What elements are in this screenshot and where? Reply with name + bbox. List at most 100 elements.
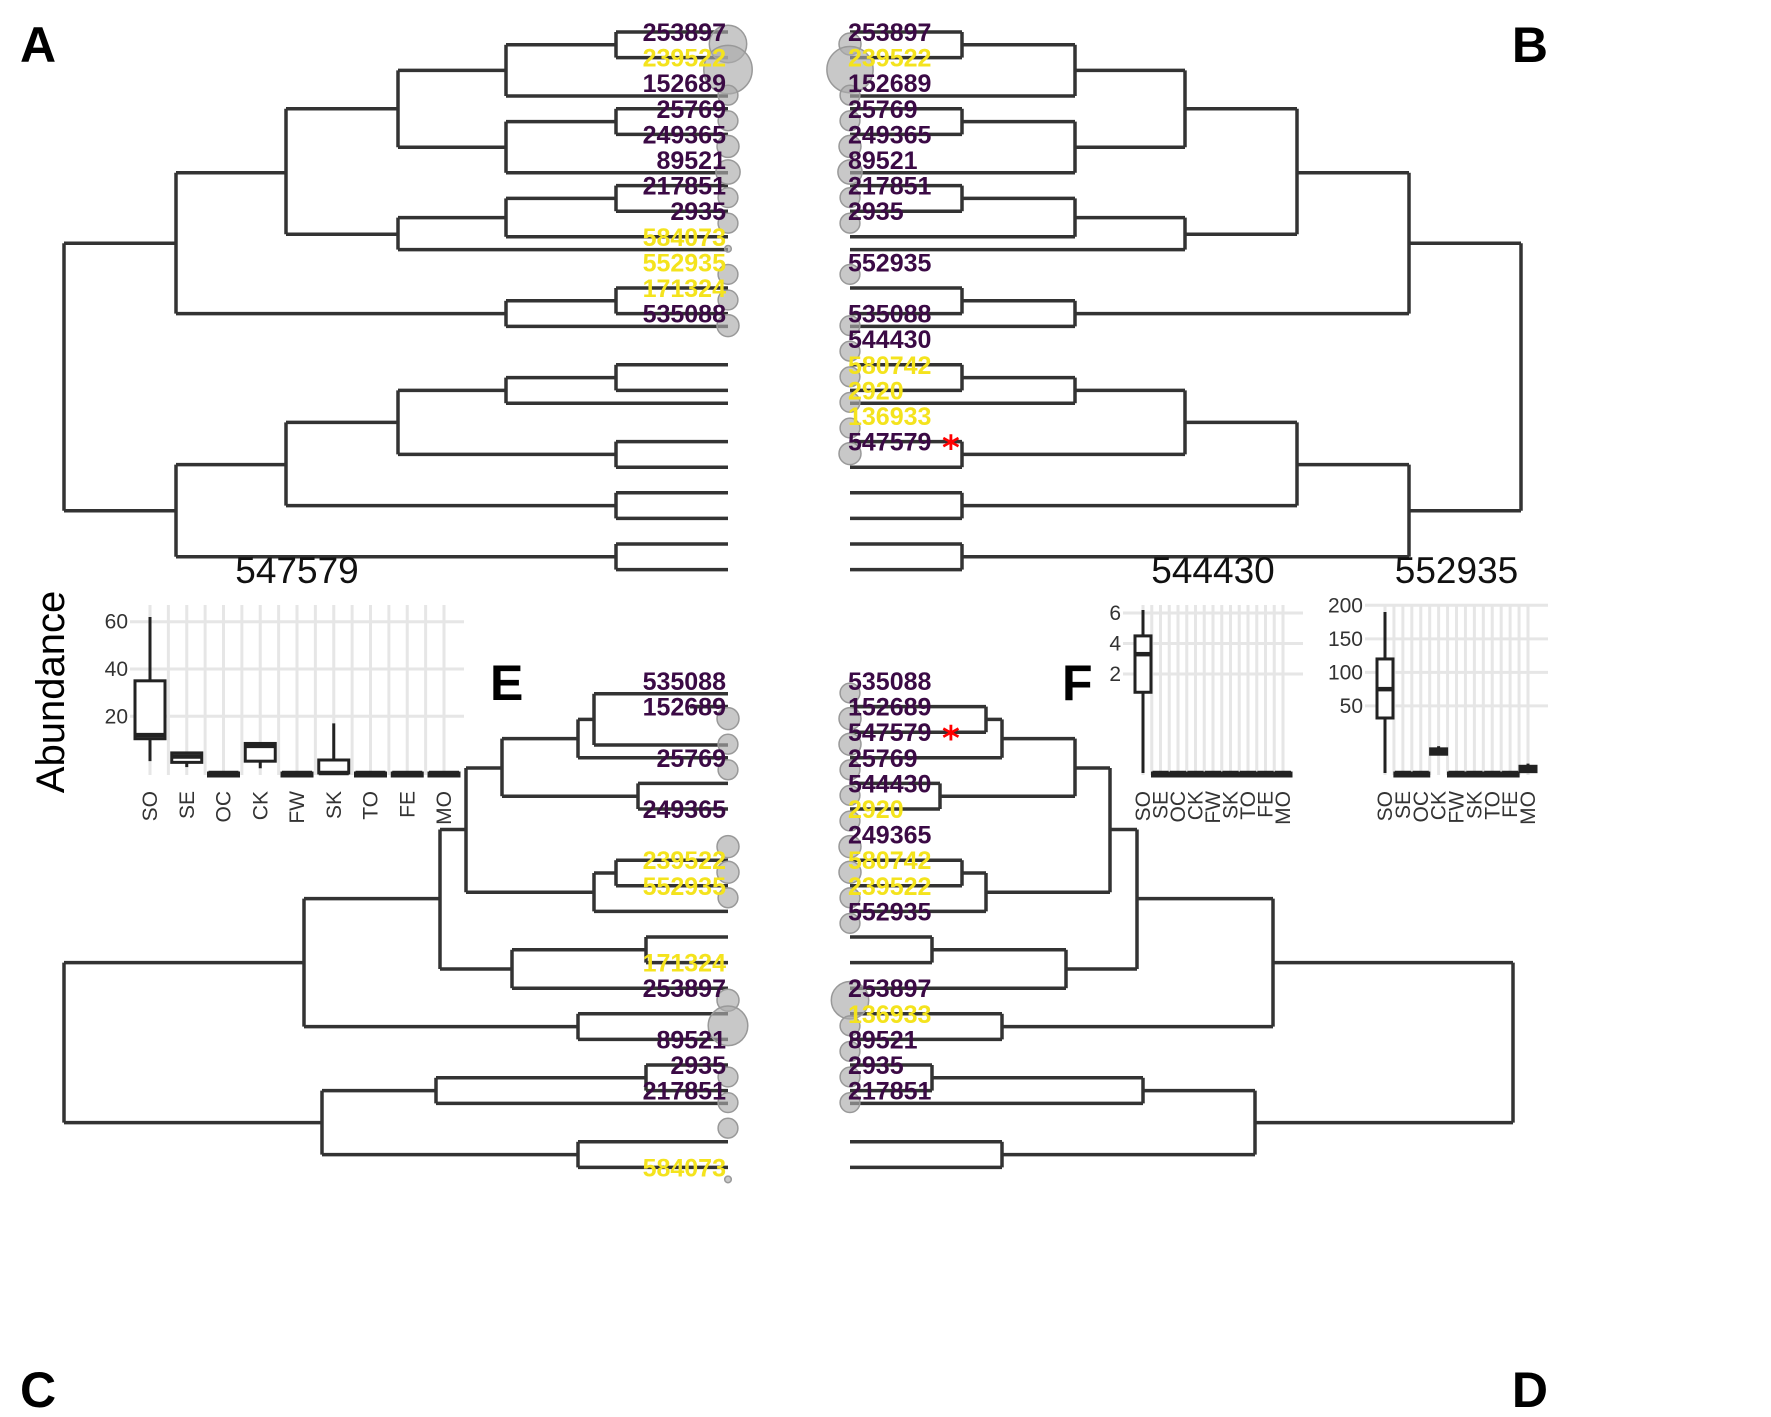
tip-label: 249365 (848, 121, 932, 149)
tip-label: 535088 (848, 668, 932, 696)
x-tick-label: CK (1428, 791, 1451, 820)
y-tick-label: 200 (1328, 594, 1363, 617)
tip-label: 217851 (643, 173, 727, 201)
abundance-bubble (838, 706, 862, 731)
x-tick-label: FE (1499, 791, 1522, 818)
abundance-bubble (838, 134, 862, 159)
tip-label: 253897 (643, 975, 726, 1003)
y-tick-label: 20 (105, 705, 128, 728)
tip-label: 89521 (656, 147, 726, 175)
panel-label-d: D (1512, 1362, 1548, 1417)
panel-label-f: F (1062, 655, 1093, 711)
abundance-bubble (717, 1117, 739, 1139)
abundance-bubble (717, 1066, 739, 1088)
x-tick-label: SK (323, 791, 346, 819)
x-tick-label: MO (1517, 791, 1540, 825)
panel-label-b: B (1512, 17, 1548, 73)
tip-label: 547579 (848, 429, 931, 457)
abundance-bubble (717, 212, 739, 234)
abundance-bubble (839, 912, 861, 935)
y-tick-label: 50 (1340, 695, 1363, 718)
tip-label: 25769 (848, 96, 918, 124)
x-tick-label: CK (1185, 791, 1208, 820)
panel-label-a: A (20, 17, 56, 73)
tip-label: 547579 (848, 719, 931, 747)
x-tick-label: FW (1202, 791, 1225, 824)
abundance-bubble (717, 84, 739, 106)
tip-label: 552935 (643, 249, 727, 277)
x-tick-label: MO (1272, 791, 1295, 825)
tip-label: 253897 (643, 19, 726, 47)
tip-label: 535088 (643, 668, 727, 696)
tip-label: 25769 (848, 745, 918, 773)
x-tick-label: SO (1132, 791, 1155, 821)
tree-branches-c (62, 692, 728, 1170)
abundance-bubble (717, 1091, 739, 1114)
tip-label: 544430 (848, 326, 931, 354)
x-tick-label: TO (1237, 791, 1260, 820)
tip-label: 239522 (848, 873, 931, 901)
x-tick-label: SE (1392, 791, 1415, 819)
abundance-bubble (838, 441, 862, 466)
tip-label: 239522 (643, 45, 726, 73)
tip-label: 152689 (643, 70, 726, 98)
tip-label: 2920 (848, 796, 904, 824)
abundance-bubble (837, 159, 863, 185)
tip-label: 544430 (848, 770, 931, 798)
tip-label: 535088 (643, 301, 727, 329)
tip-label: 2935 (670, 198, 726, 226)
tip-label: 2920 (848, 377, 904, 405)
abundance-bubble (715, 159, 741, 185)
box (1133, 634, 1153, 694)
tip-label: 217851 (848, 173, 932, 201)
tree-panel-a: 2538972395221526892576924936589521217851… (62, 19, 753, 572)
boxplot-title: 547579 (235, 550, 358, 591)
abundance-bubble (717, 759, 739, 781)
tip-label: 171324 (643, 950, 727, 978)
abundance-bubble (839, 1091, 861, 1114)
x-tick-label: SK (1463, 791, 1486, 819)
tip-label: 217851 (643, 1078, 727, 1106)
x-tick-label: SK (1220, 791, 1243, 819)
abundance-bubble (716, 313, 740, 338)
tree-branches-a (62, 30, 728, 572)
y-tick-label: 4 (1109, 633, 1121, 656)
abundance-bubble (839, 1066, 861, 1088)
tip-label: 253897 (848, 975, 931, 1003)
tip-label: 552935 (643, 873, 727, 901)
abundance-bubble (838, 732, 862, 756)
boxplot-547579: 60 40 20 SO SE OC CK FW SK TO FE MO 547579 (105, 550, 464, 825)
y-axis-label: Abundance (29, 591, 73, 793)
abundance-bubble (839, 810, 861, 832)
y-tick-label: 2 (1109, 663, 1121, 686)
x-tick-label: MO (433, 791, 456, 825)
tip-label: 552935 (848, 249, 932, 277)
tip-label: 249365 (848, 822, 932, 850)
tip-label: 249365 (643, 121, 727, 149)
x-tick-label: SO (1374, 791, 1397, 821)
boxplot-title: 544430 (1151, 550, 1274, 591)
abundance-bubble (839, 759, 861, 781)
boxplot-title: 552935 (1395, 550, 1518, 591)
x-tick-label: FW (286, 791, 309, 824)
tip-label: 152689 (643, 694, 726, 722)
abundance-bubble (839, 314, 861, 337)
tip-label: 253897 (848, 19, 931, 47)
abundance-bubble (717, 887, 739, 909)
tip-label: 584073 (643, 224, 726, 252)
x-tick-label: OC (213, 791, 236, 823)
abundance-bubble (839, 110, 861, 132)
tip-label: 217851 (848, 1078, 932, 1106)
x-tick-label: TO (1481, 791, 1504, 820)
tip-label: 249365 (643, 796, 727, 824)
x-tick-label: FE (1255, 791, 1278, 818)
tip-label: 552935 (848, 898, 932, 926)
tip-label: 89521 (848, 1026, 918, 1054)
tip-label: 535088 (848, 301, 932, 329)
x-tick-label: OC (1167, 791, 1190, 823)
y-tick-label: 6 (1109, 602, 1121, 625)
x-tick-label: TO (360, 791, 383, 820)
y-tick-label: 60 (105, 611, 128, 634)
tip-label: 171324 (643, 275, 727, 303)
